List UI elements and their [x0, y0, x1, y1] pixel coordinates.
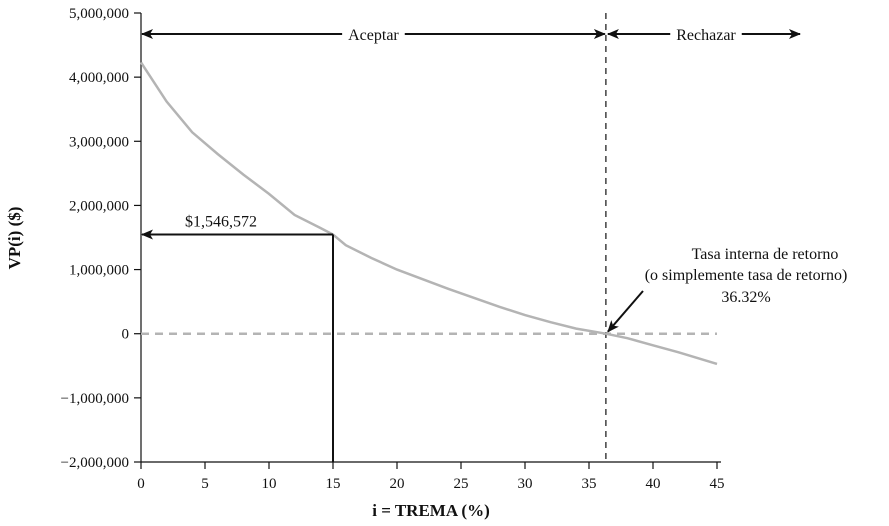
x-tick-label: 0: [137, 476, 145, 492]
x-tick-label: 5: [201, 476, 209, 492]
y-tick-label: 1,000,000: [69, 263, 129, 279]
y-axis-title: VP(i) ($): [5, 207, 24, 270]
x-tick-label: 20: [390, 476, 405, 492]
y-tick-label: 0: [122, 327, 130, 343]
x-tick-label: 40: [646, 476, 661, 492]
accept-region-label: Aceptar: [348, 27, 399, 44]
irr-annotation-arrow: [607, 290, 644, 333]
npv-value-label: $1,546,572: [185, 214, 257, 231]
x-tick-label: 25: [454, 476, 469, 492]
y-tick-label: −1,000,000: [61, 391, 129, 407]
y-tick-label: 5,000,000: [69, 6, 129, 22]
x-tick-label: 15: [326, 476, 341, 492]
y-tick-label: 2,000,000: [69, 198, 129, 214]
irr-annotation-line-3: 36.32%: [721, 289, 770, 306]
y-tick-label: 3,000,000: [69, 134, 129, 150]
reject-region-label: Rechazar: [676, 27, 736, 44]
x-tick-label: 45: [710, 476, 725, 492]
irr-annotation-line-2: (o simplemente tasa de retorno): [645, 267, 848, 284]
y-ticks: −2,000,000 −1,000,000 0 1,000,000 2,000,000 3…: [61, 6, 141, 471]
x-tick-label: 35: [582, 476, 597, 492]
npv-curve-series: [139, 61, 718, 366]
irr-annotation-line-1: Tasa interna de retorno: [692, 246, 839, 263]
axes: [140, 13, 721, 463]
y-tick-label: 4,000,000: [69, 70, 129, 86]
x-ticks: 0 5 10 15 20 25 30 35 40 45: [137, 462, 725, 492]
y-tick-label: −2,000,000: [61, 455, 129, 471]
x-tick-label: 30: [518, 476, 533, 492]
x-axis-title: i = TREMA (%): [372, 501, 490, 520]
x-tick-label: 10: [262, 476, 277, 492]
